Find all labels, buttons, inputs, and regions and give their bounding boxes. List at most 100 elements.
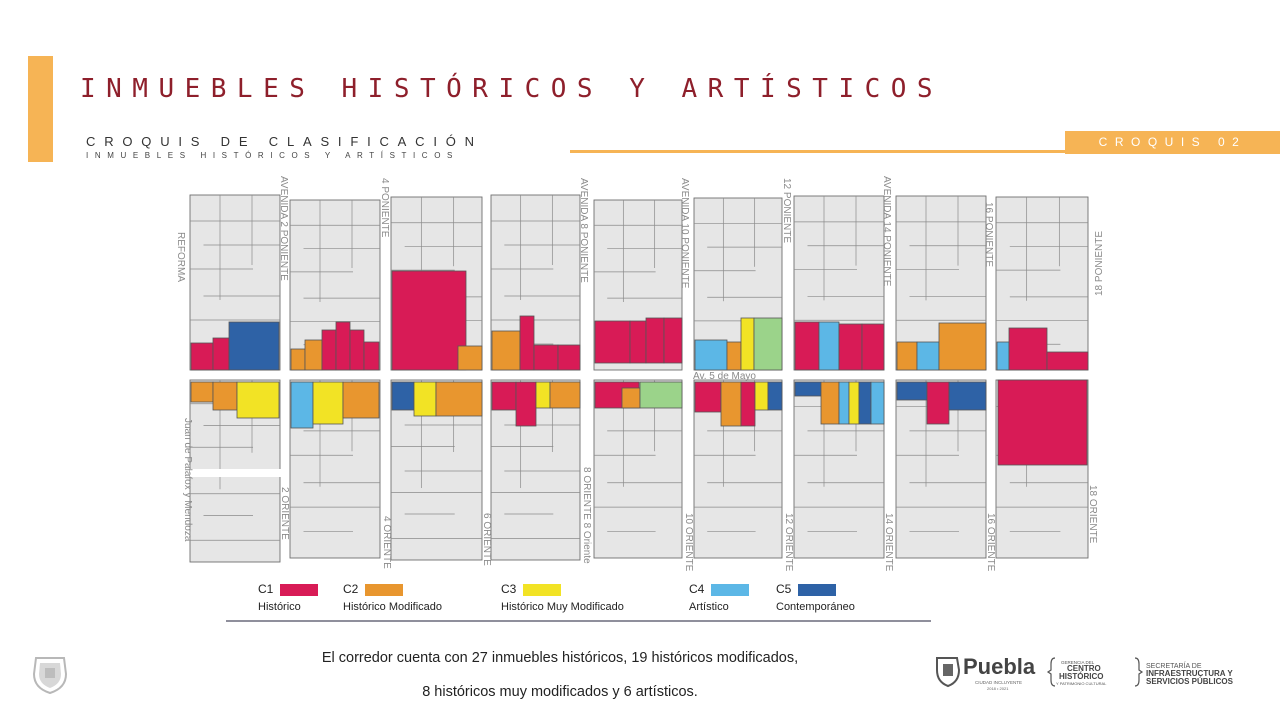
lot-c2 <box>896 341 918 371</box>
lot-c1 <box>212 337 230 371</box>
header-divider <box>570 150 1065 153</box>
street-label-south-7: 12 ORIENTE <box>783 513 794 572</box>
street-label-north-8: 16 PONIENTE <box>983 202 994 267</box>
puebla-logo: Puebla CIUDAD INCLUYENTE 2018 • 2021 <box>936 654 1036 691</box>
lot-c4 <box>818 321 840 371</box>
lot-c5 <box>767 381 783 411</box>
page-subtitle-secondary: INMUEBLES HISTÓRICOS Y ARTÍSTICOS <box>86 151 459 160</box>
lot-c1 <box>838 323 863 371</box>
summary-line-1: El corredor cuenta con 27 inmuebles hist… <box>321 650 799 666</box>
street-label-north-7: AVENIDA 14 PONIENTE <box>881 176 892 287</box>
legend-code-c4: C4 <box>689 582 705 596</box>
city-seal-icon <box>32 657 68 695</box>
accent-bar <box>28 56 53 162</box>
street-label-north-9: 18 PONIENTE <box>1094 231 1105 296</box>
lot-c5 <box>948 381 987 411</box>
lot-c5 <box>858 381 872 425</box>
legend-swatch-c5 <box>798 584 836 596</box>
lot-c1 <box>645 317 665 364</box>
lot-c4 <box>870 381 885 425</box>
street-label-south-1: Juan de Palafox y Mendoza <box>182 418 193 542</box>
centro-top-text: GERENCIA DEL <box>1061 660 1095 665</box>
lot-c2 <box>938 322 987 371</box>
lot-c1 <box>926 381 950 425</box>
lot-c2 <box>457 345 483 371</box>
lot-c1 <box>349 329 365 371</box>
street-label-south-3: 4 ORIENTE <box>381 516 392 569</box>
lot-c2 <box>342 381 380 419</box>
lot-c1 <box>363 341 380 371</box>
legend-divider <box>226 620 931 622</box>
lot-c2 <box>720 381 742 427</box>
lot-c1 <box>740 381 756 427</box>
street-label-north-1: REFORMA <box>175 232 186 282</box>
legend-swatch-c1 <box>280 584 318 596</box>
lot-c1 <box>190 342 214 371</box>
lot-c1 <box>335 321 351 371</box>
brand-text: Puebla <box>963 654 1036 679</box>
lot-c1 <box>321 329 337 371</box>
legend-label-c1: Histórico <box>258 601 301 613</box>
institution-logos: Puebla CIUDAD INCLUYENTE 2018 • 2021 GER… <box>936 654 1234 691</box>
legend-label-c2: Histórico Modificado <box>343 601 443 613</box>
lot-c2 <box>549 381 581 409</box>
lot-c3 <box>312 381 344 425</box>
legend-label-c4: Artístico <box>689 601 729 613</box>
lot-c3 <box>740 317 755 371</box>
lot-c2 <box>190 381 214 403</box>
legend-label-c3: Histórico Muy Modificado <box>501 601 624 613</box>
lot-c2 <box>290 348 306 371</box>
centro-mid1-text: CENTRO <box>1067 664 1101 673</box>
lot-c1 <box>1008 327 1048 371</box>
lot-c2 <box>435 381 483 417</box>
lot-c2 <box>212 381 238 411</box>
street-label-north-2: AVENIDA 2 PONIENTE <box>278 176 289 281</box>
lot-c3 <box>413 381 437 417</box>
street-labels: REFORMA AVENIDA 2 PONIENTE 4 PONIENTE AVENI… <box>175 176 1105 572</box>
croquis-tag: CROQUIS 02 <box>1065 131 1280 154</box>
lot-c5 <box>391 381 415 411</box>
lot-green <box>639 381 683 409</box>
legend-swatch-c4 <box>711 584 749 596</box>
lot-c2 <box>304 339 323 371</box>
lot-c4 <box>838 381 850 425</box>
legend-swatch-c2 <box>365 584 403 596</box>
street-label-south-10: 18 ORIENTE <box>1087 485 1098 544</box>
lot-c1 <box>861 323 885 371</box>
lot-green <box>753 317 783 371</box>
lot-c1 <box>391 270 467 371</box>
years-text: 2018 • 2021 <box>987 686 1009 691</box>
lot-c3 <box>754 381 769 411</box>
lot-c4 <box>694 339 728 371</box>
lot-c4 <box>290 381 314 429</box>
legend-swatch-c3 <box>523 584 561 596</box>
secretaria-mid-text: INFRAESTRUCTURA Y <box>1146 669 1233 678</box>
lot-c1 <box>557 344 581 371</box>
lot-c3 <box>236 381 280 419</box>
legend-code-c2: C2 <box>343 582 359 596</box>
block-south-5 <box>593 379 683 559</box>
street-label-north-6: 12 PONIENTE <box>781 178 792 243</box>
lot-c4 <box>916 341 940 371</box>
lot-c4 <box>996 341 1010 371</box>
lot-c5 <box>228 321 280 371</box>
street-label-south-9: 16 ORIENTE <box>985 513 996 572</box>
avenue-label: Av. 5 de Mayo <box>693 371 756 382</box>
lot-c2 <box>820 381 840 425</box>
legend-label-c5: Contemporáneo <box>776 601 855 613</box>
lot-c1 <box>594 320 631 364</box>
lot-c1 <box>794 321 820 371</box>
street-label-north-5: AVENIDA 10 PONIENTE <box>679 178 690 289</box>
lot-c5 <box>794 381 822 397</box>
street-label-south-8: 14 ORIENTE <box>883 513 894 572</box>
lot-c2 <box>491 330 521 371</box>
lot-c2 <box>621 387 641 409</box>
lot-c1 <box>1046 351 1089 371</box>
legend-code-c3: C3 <box>501 582 517 596</box>
page-title: INMUEBLES HISTÓRICOS Y ARTÍSTICOS <box>80 74 944 104</box>
street-label-south-5: 8 ORIENTE 8 Oriente <box>581 467 592 564</box>
street-label-north-3: 4 PONIENTE <box>379 178 390 238</box>
lot-c3 <box>848 381 860 425</box>
lot-c1 <box>533 344 559 371</box>
